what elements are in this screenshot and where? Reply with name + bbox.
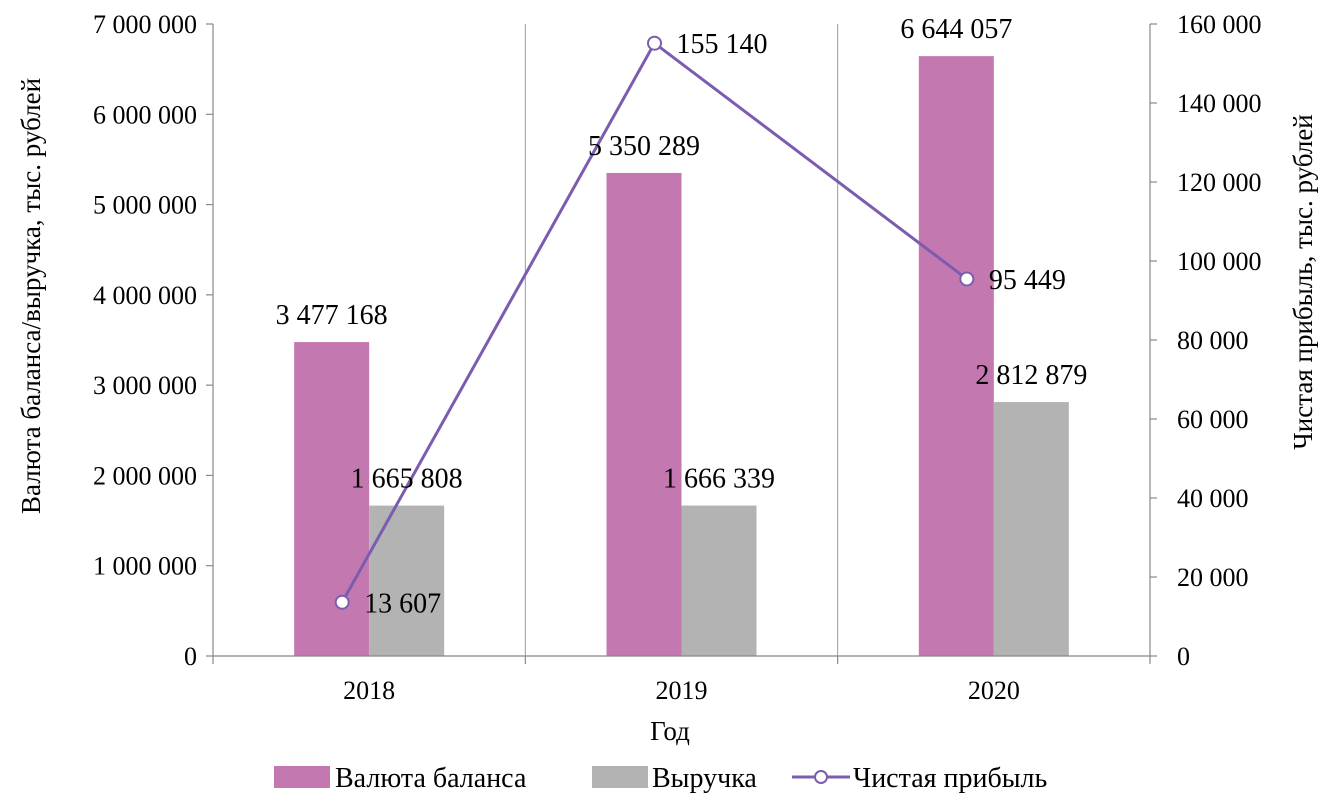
profit-point-2018 bbox=[334, 594, 350, 610]
y-right-tick-label: 40 000 bbox=[1177, 484, 1249, 513]
legend-swatch-balance bbox=[274, 766, 330, 788]
y-left-tick-label: 5 000 000 bbox=[93, 191, 197, 220]
profit-line bbox=[334, 35, 975, 610]
data-label-profit: 95 449 bbox=[989, 265, 1066, 296]
profit-point-2019 bbox=[647, 35, 662, 51]
data-label-revenue: 2 812 879 bbox=[975, 360, 1087, 391]
y-left-tick-label: 1 000 000 bbox=[93, 552, 197, 581]
y-right-tick-label: 0 bbox=[1177, 642, 1190, 671]
legend-label-revenue: Выручка bbox=[652, 763, 757, 794]
x-axis-title: Год bbox=[650, 716, 690, 746]
data-labels: 3 477 168 5 350 289 6 644 057 1 665 808 1 66… bbox=[276, 14, 1088, 619]
y-right-tick-label: 20 000 bbox=[1177, 563, 1249, 592]
y-axis-right-title: Чистая прибыль, тыс. рублей bbox=[1288, 114, 1318, 450]
tick-labels: 0 1 000 000 2 000 000 3 000 000 4 000 000 5 0… bbox=[93, 10, 1262, 705]
y-left-tick-label: 0 bbox=[184, 642, 197, 671]
y-right-tick-label: 60 000 bbox=[1177, 405, 1249, 434]
data-label-revenue: 1 666 339 bbox=[663, 464, 775, 495]
x-tick-label: 2019 bbox=[656, 676, 708, 705]
data-label-profit: 155 140 bbox=[677, 29, 768, 60]
y-right-tick-label: 100 000 bbox=[1177, 247, 1262, 276]
y-left-tick-label: 4 000 000 bbox=[93, 281, 197, 310]
bar-revenue-2020 bbox=[993, 402, 1069, 656]
y-right-tick-label: 80 000 bbox=[1177, 326, 1249, 355]
y-left-tick-label: 6 000 000 bbox=[93, 100, 197, 129]
axes bbox=[206, 23, 1157, 664]
y-left-tick-label: 7 000 000 bbox=[93, 10, 197, 39]
legend-swatch-profit-marker bbox=[814, 770, 828, 784]
legend-label-profit: Чистая прибыль bbox=[853, 763, 1047, 794]
y-left-tick-label: 3 000 000 bbox=[93, 371, 197, 400]
y-axis-left-title: Валюта баланса/выручка, тыс. рублей bbox=[16, 78, 46, 514]
bar-balance-2019 bbox=[606, 172, 682, 656]
profit-point-2020 bbox=[959, 271, 975, 287]
legend: Валюта баланса Выручка Чистая прибыль bbox=[274, 763, 1047, 794]
y-right-tick-label: 140 000 bbox=[1177, 89, 1262, 118]
gridlines bbox=[524, 24, 839, 656]
bar-balance-2018 bbox=[294, 342, 370, 656]
data-label-balance: 5 350 289 bbox=[588, 131, 700, 162]
data-label-balance: 3 477 168 bbox=[276, 300, 388, 331]
bar-revenue-2019 bbox=[681, 505, 757, 656]
bar-balance-2020 bbox=[918, 56, 994, 656]
legend-label-balance: Валюта баланса bbox=[335, 763, 527, 794]
y-right-tick-label: 120 000 bbox=[1177, 168, 1262, 197]
data-label-revenue: 1 665 808 bbox=[351, 464, 463, 495]
bar-revenue-2018 bbox=[369, 505, 445, 656]
x-tick-label: 2018 bbox=[343, 676, 395, 705]
y-right-tick-label: 160 000 bbox=[1177, 10, 1262, 39]
legend-swatch-revenue bbox=[592, 766, 648, 788]
y-left-tick-label: 2 000 000 bbox=[93, 461, 197, 490]
x-tick-label: 2020 bbox=[968, 676, 1020, 705]
data-label-profit: 13 607 bbox=[364, 588, 441, 619]
data-label-balance: 6 644 057 bbox=[900, 14, 1012, 45]
